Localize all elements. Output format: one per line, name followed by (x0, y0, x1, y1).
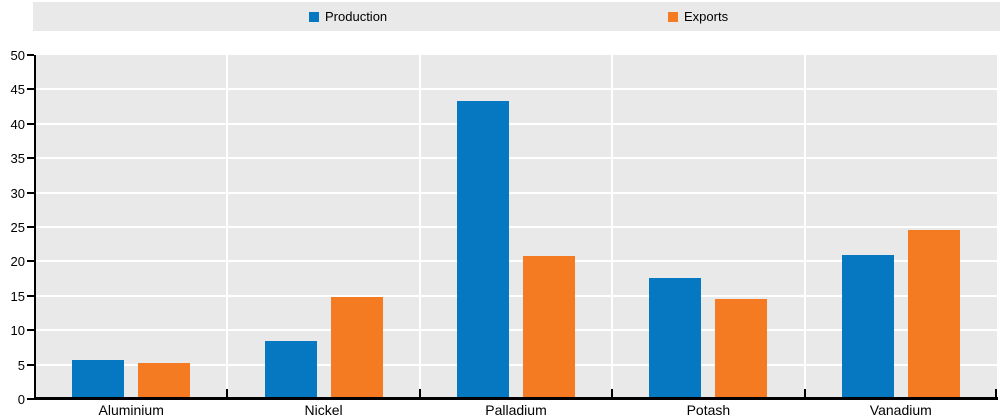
y-tick (27, 122, 34, 125)
gridline-h (35, 191, 997, 194)
y-tick-label: 30 (10, 185, 25, 201)
y-tick-label: 5 (17, 357, 25, 373)
x-tick (803, 389, 806, 397)
gridline-h (35, 226, 997, 228)
legend-label-production: Production (325, 9, 388, 24)
bar-production-aluminium (72, 360, 125, 399)
gridline-h (35, 157, 997, 160)
y-tick-label: 15 (10, 288, 25, 304)
x-axis-label: Nickel (304, 402, 343, 418)
plot-area (35, 55, 997, 399)
legend-item-exports: Exports (668, 2, 728, 31)
x-tick (995, 389, 997, 397)
y-tick (27, 191, 34, 194)
x-axis-line (34, 397, 998, 400)
gridline-h (35, 88, 997, 91)
x-axis-label: Palladium (485, 402, 547, 418)
gridline-h (35, 294, 997, 297)
production-color-swatch (309, 11, 319, 22)
y-tick (27, 54, 34, 56)
gridline-v (418, 55, 421, 399)
bar-exports-aluminium (138, 363, 191, 399)
x-tick (418, 389, 421, 397)
bar-exports-nickel (330, 297, 383, 399)
gridline-v (226, 55, 229, 399)
y-tick-label: 50 (10, 48, 25, 63)
legend-label-exports: Exports (684, 9, 729, 24)
y-tick-label: 45 (10, 82, 25, 98)
bar-production-vanadium (841, 254, 894, 399)
x-axis-label: Aluminium (98, 402, 164, 418)
x-axis-label: Vanadium (869, 402, 932, 418)
gridline-v (803, 55, 806, 399)
x-tick (226, 389, 229, 397)
bar-exports-palladium (523, 255, 575, 399)
y-tick (27, 398, 34, 400)
gridline-h (35, 363, 997, 366)
exports-color-swatch (668, 11, 678, 22)
gridline-v (611, 55, 614, 399)
bar-exports-potash (715, 299, 768, 399)
y-axis-line (34, 55, 36, 400)
y-tick (27, 260, 34, 263)
bar-production-potash (649, 277, 702, 399)
y-tick-label: 35 (10, 151, 25, 167)
bar-exports-vanadium (907, 229, 960, 399)
gridline-h (35, 329, 997, 332)
y-tick (27, 363, 34, 366)
y-tick (27, 294, 34, 297)
y-tick (27, 157, 34, 160)
gridline-h (35, 260, 997, 263)
gridline-h (35, 122, 997, 125)
bar-production-palladium (457, 101, 509, 399)
x-tick (611, 389, 614, 397)
legend-item-production: Production (309, 2, 387, 31)
y-tick-label: 40 (10, 116, 25, 132)
y-tick-label: 25 (10, 220, 25, 235)
y-tick (27, 226, 34, 228)
y-tick-label: 10 (10, 323, 25, 339)
y-tick-label: 0 (17, 392, 25, 407)
x-axis-label: Potash (686, 402, 731, 418)
y-tick (27, 329, 34, 332)
bar-production-nickel (264, 341, 317, 399)
legend: Production Exports (33, 2, 1000, 31)
y-tick-label: 20 (10, 254, 25, 270)
y-tick (27, 88, 34, 91)
